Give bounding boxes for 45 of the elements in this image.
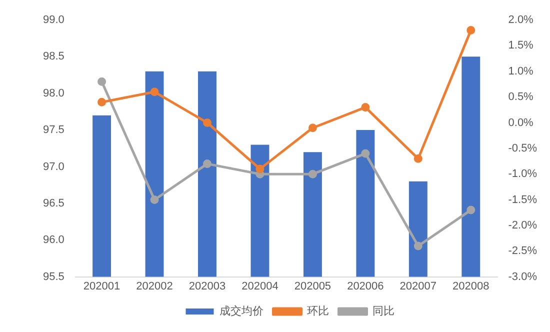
- y2-tick-label: 0.5%: [508, 91, 534, 104]
- y2-tick-label: 1.0%: [508, 65, 534, 78]
- point: [361, 103, 370, 112]
- point: [308, 170, 317, 178]
- y2-tick-label: -0.5%: [508, 142, 538, 154]
- y2-tick-label: 0.0%: [508, 116, 534, 129]
- y-tick-label: 97.5: [42, 124, 64, 136]
- point: [98, 77, 106, 86]
- x-tick-label: 202006: [347, 280, 384, 292]
- point: [466, 206, 476, 214]
- y-tick-label: 98.0: [42, 87, 64, 100]
- point: [414, 242, 422, 250]
- x-tick-label: 202005: [294, 280, 332, 292]
- point: [256, 164, 264, 174]
- y2-tick-label: -2.0%: [508, 219, 538, 232]
- y-tick-label: 96.0: [42, 234, 64, 246]
- legend-label: 成交均价: [219, 304, 264, 318]
- y2-tick-label: -1.5%: [508, 194, 538, 206]
- legend-label: 同比: [372, 304, 394, 318]
- y-tick-label: 99.0: [42, 14, 64, 26]
- point: [361, 149, 370, 158]
- point: [150, 88, 159, 96]
- x-tick-label: 202008: [452, 280, 490, 292]
- x-tick-label: 202003: [188, 280, 226, 292]
- point: [202, 160, 212, 168]
- y2-tick-label: -1.0%: [508, 168, 538, 180]
- y2-tick-label: 1.5%: [508, 40, 534, 52]
- y-tick-label: 97.0: [42, 160, 64, 173]
- legend-label: 环比: [306, 304, 329, 318]
- point: [308, 124, 317, 132]
- point: [414, 154, 422, 163]
- x-tick-label: 202004: [242, 280, 278, 292]
- y-tick-label: 98.5: [42, 50, 64, 63]
- x-tick-label: 202002: [136, 280, 173, 292]
- point: [202, 118, 212, 127]
- y2-tick-label: 2.0%: [508, 14, 534, 26]
- point: [98, 98, 106, 106]
- x-tick-label: 202007: [400, 280, 437, 292]
- y2-tick-label: -2.5%: [508, 245, 538, 258]
- y-tick-label: 95.5: [42, 270, 64, 283]
- y-tick-label: 96.5: [42, 197, 64, 210]
- point: [150, 196, 159, 204]
- point: [466, 26, 476, 35]
- x-tick-label: 202001: [83, 280, 120, 292]
- y2-tick-label: -3.0%: [508, 270, 538, 283]
